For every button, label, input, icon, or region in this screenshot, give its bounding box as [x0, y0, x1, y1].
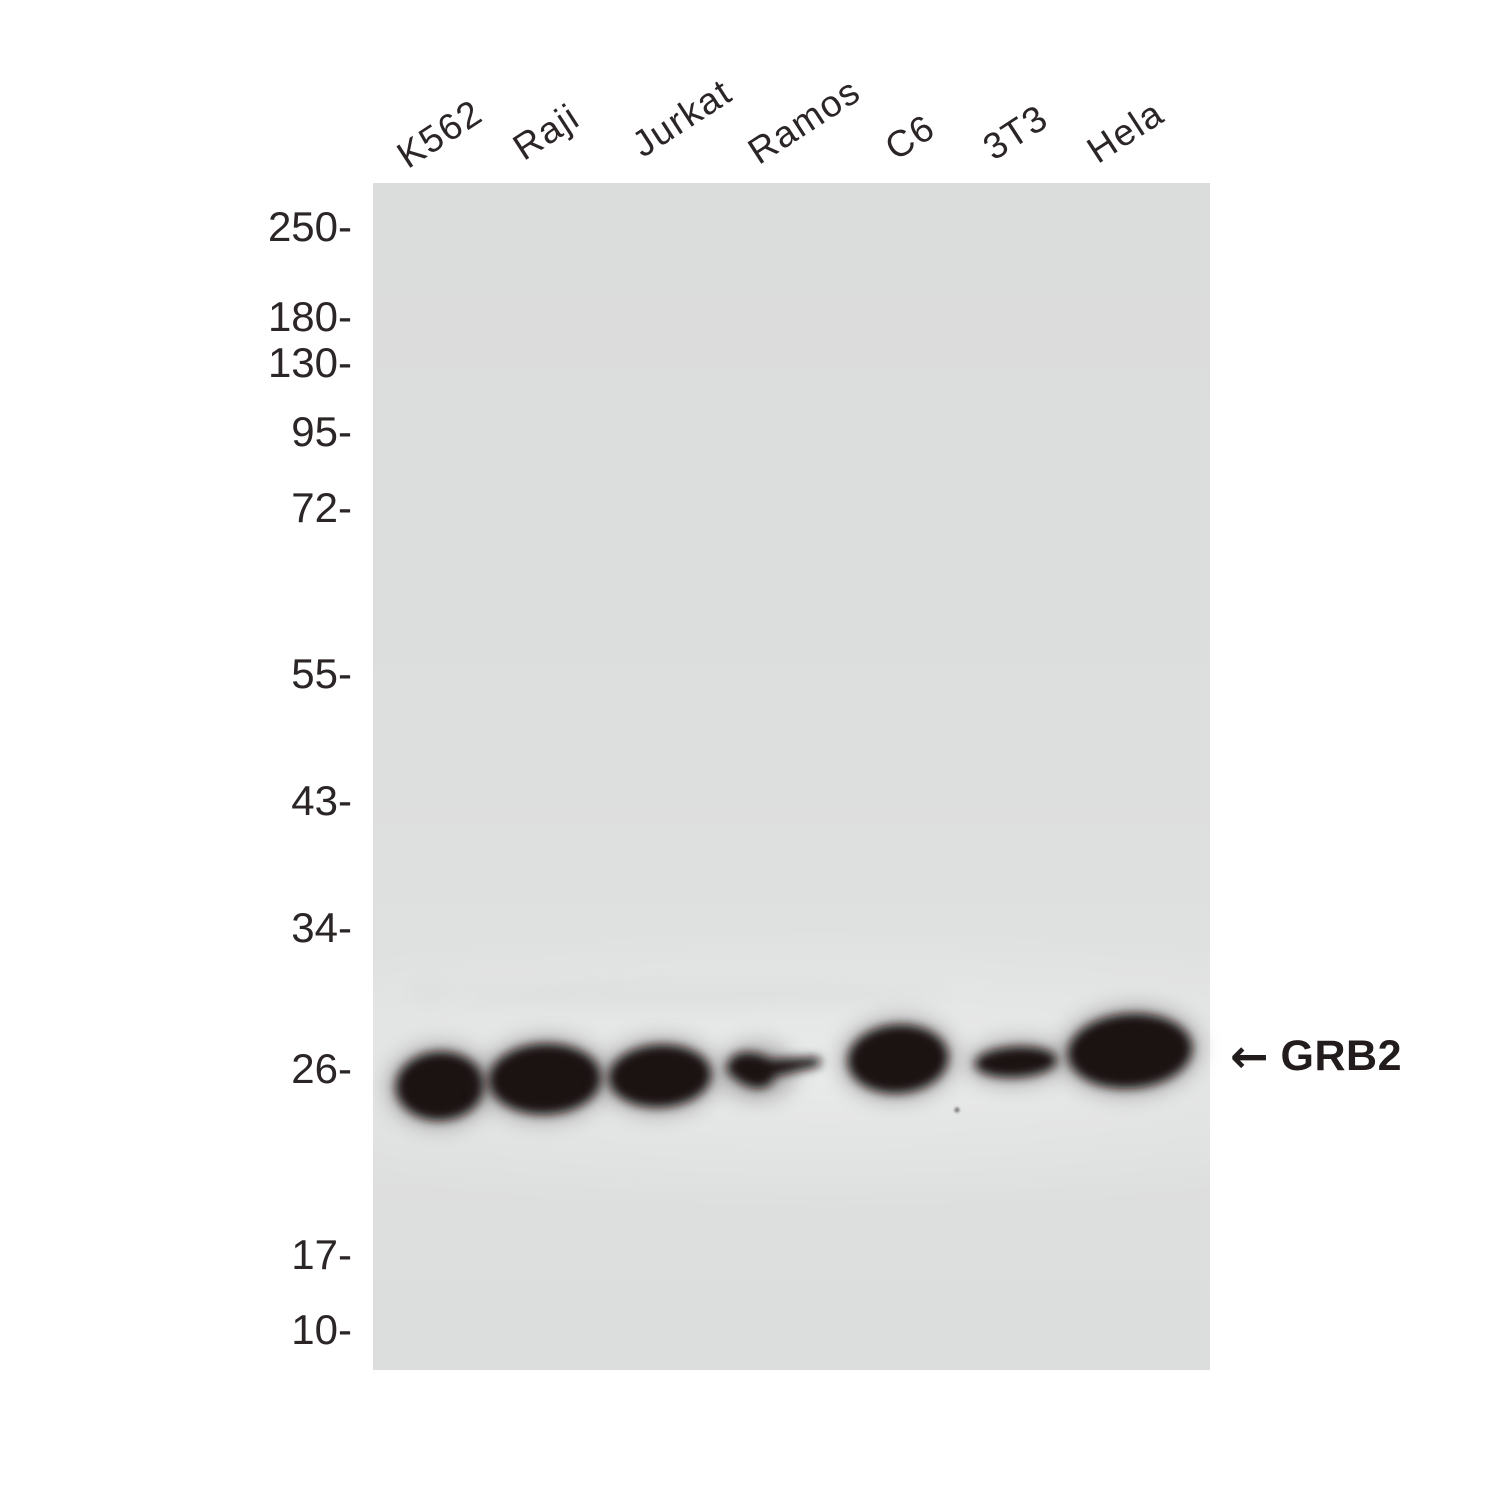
target-protein-label: GRB2: [1280, 1031, 1403, 1080]
mw-marker-130: 130-: [267, 339, 352, 386]
mw-marker-17: 17-: [291, 1231, 352, 1278]
lane-label-ramos: Ramos: [740, 69, 868, 173]
mw-marker-10: 10-: [291, 1306, 352, 1353]
lane-label-k562: K562: [389, 91, 490, 177]
lane-label-3t3: 3T3: [975, 96, 1056, 169]
band-annotation: ← GRB2: [1230, 1033, 1402, 1079]
mw-marker-95: 95-: [291, 408, 352, 455]
lane-label-hela: Hela: [1079, 92, 1171, 172]
lane-label-c6: C6: [877, 106, 943, 169]
mw-marker-43: 43-: [291, 777, 352, 824]
mw-marker-250: 250-: [267, 203, 352, 250]
mw-marker-34: 34-: [291, 904, 352, 951]
mw-marker-72: 72-: [291, 484, 352, 531]
mw-marker-180: 180-: [267, 293, 352, 340]
lane-label-raji: Raji: [505, 95, 587, 169]
left-arrow-icon: ←: [1230, 1029, 1269, 1083]
lane-label-jurkat: Jurkat: [624, 70, 740, 166]
mw-marker-26: 26-: [291, 1045, 352, 1092]
gel-blot-image: [373, 183, 1210, 1370]
mw-marker-55: 55-: [291, 650, 352, 697]
